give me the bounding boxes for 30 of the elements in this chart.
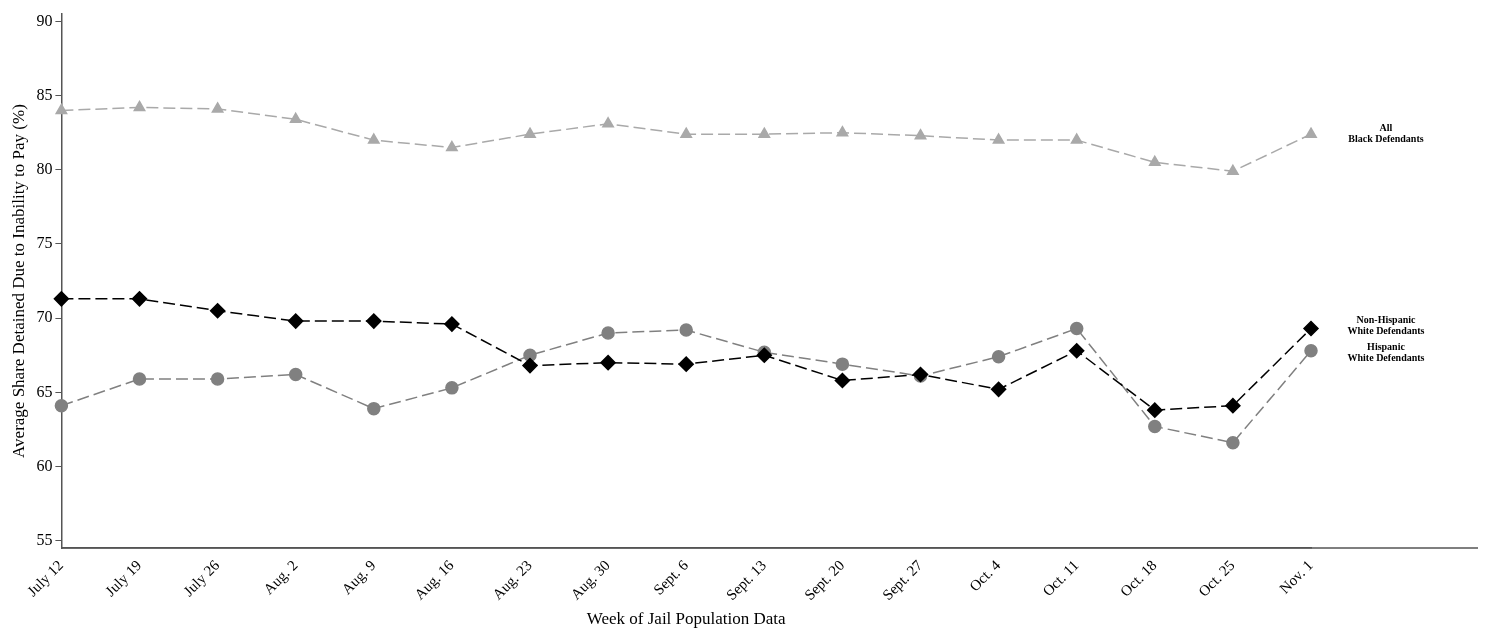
y-tick-label: 80 [36,159,53,177]
x-tick-label: Aug. 16 [411,556,458,603]
y-tick-label: 85 [36,85,53,103]
x-tick-label: Oct. 11 [1039,557,1082,600]
x-tick-label: July 12 [24,557,67,600]
x-tick-label: Sept. 27 [879,556,926,604]
y-axis-title: Average Share Detained Due to Inability to Pay (%) [8,104,28,458]
text: All Black Defendants [1348,122,1424,145]
x-tick-label: Aug. 2 [260,557,301,598]
y-tick-label: 75 [36,234,53,252]
x-tick-label: Oct. 4 [966,556,1004,595]
y-tick-label: 55 [36,530,53,548]
y-tick-label: 90 [36,11,53,29]
x-tick-label: Sept. 20 [801,557,848,604]
x-tick-label: Oct. 18 [1117,557,1160,600]
x-tick-label: July 19 [102,557,145,600]
y-tick-label: 70 [36,308,53,326]
x-tick-label: Aug. 9 [338,557,379,598]
y-tick-label: 65 [36,382,53,400]
x-tick-label: Sept. 6 [650,556,692,598]
x-tick-label: Aug. 30 [567,557,614,603]
x-tick-label: July 26 [180,556,223,600]
text: Hispanic White Defendants [1347,341,1425,364]
x-tick-label: Aug. 23 [489,557,535,603]
text: Non-Hispanic White Defendants [1347,314,1425,337]
x-tick-label: Sept. 13 [723,557,770,604]
x-tick-label: Nov. 1 [1276,557,1316,597]
x-tick-label: Oct. 25 [1195,557,1238,600]
y-tick-label: 60 [36,456,53,474]
x-axis-title: Week of Jail Population Data [586,609,787,629]
